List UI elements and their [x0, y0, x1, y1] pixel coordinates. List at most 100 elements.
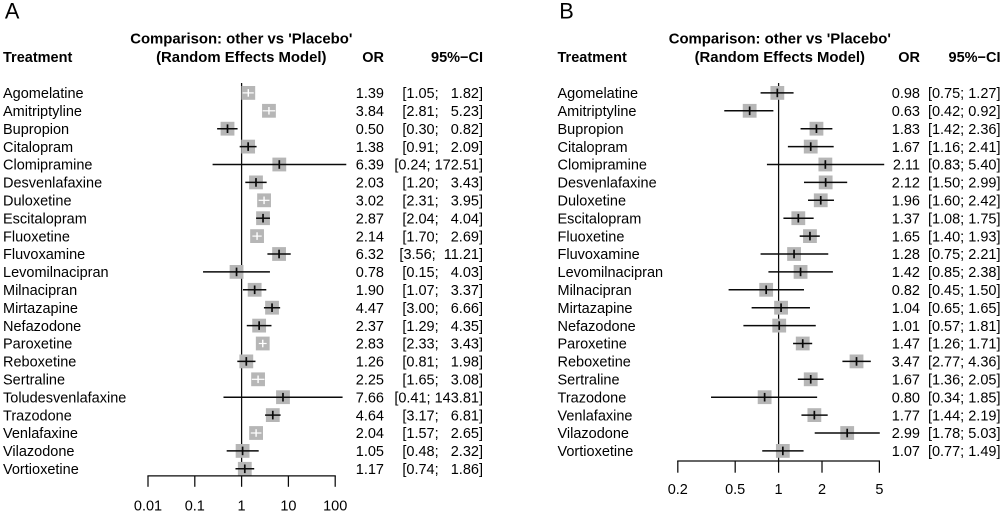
svg-text:1.38: 1.38 — [356, 140, 384, 156]
svg-text:[0.77; 1.49]: [0.77; 1.49] — [928, 444, 1001, 460]
svg-text:[0.91; 2.09]: [0.91; 2.09] — [402, 140, 483, 156]
svg-text:1.39: 1.39 — [356, 86, 384, 102]
svg-text:95%−CI: 95%−CI — [431, 50, 483, 66]
svg-text:[2.04; 4.04]: [2.04; 4.04] — [402, 211, 483, 227]
svg-text:Bupropion: Bupropion — [558, 122, 624, 138]
svg-text:0.82: 0.82 — [892, 283, 920, 299]
svg-text:Venlafaxine: Venlafaxine — [558, 408, 633, 424]
svg-text:[1.05; 1.82]: [1.05; 1.82] — [402, 86, 483, 102]
svg-text:2.14: 2.14 — [356, 229, 384, 245]
svg-text:[1.57; 2.65]: [1.57; 2.65] — [402, 426, 483, 442]
svg-text:Vilazodone: Vilazodone — [3, 444, 75, 460]
svg-text:2.87: 2.87 — [356, 211, 384, 227]
svg-text:[1.70; 2.69]: [1.70; 2.69] — [402, 229, 483, 245]
svg-text:Amitriptyline: Amitriptyline — [3, 104, 82, 120]
svg-text:[2.31; 3.95]: [2.31; 3.95] — [402, 194, 483, 210]
svg-text:Nefazodone: Nefazodone — [3, 319, 81, 335]
svg-text:[2.33; 3.43]: [2.33; 3.43] — [402, 337, 483, 353]
svg-text:[1.78; 5.03]: [1.78; 5.03] — [928, 426, 1001, 442]
svg-text:[0.45; 1.50]: [0.45; 1.50] — [928, 283, 1001, 299]
svg-text:1.28: 1.28 — [892, 247, 920, 263]
svg-text:0.78: 0.78 — [356, 265, 384, 281]
svg-text:6.39: 6.39 — [356, 158, 384, 174]
svg-text:Duloxetine: Duloxetine — [3, 194, 72, 210]
svg-text:1.47: 1.47 — [892, 337, 920, 353]
svg-text:[1.26; 1.71]: [1.26; 1.71] — [928, 337, 1001, 353]
svg-text:[2.77; 4.36]: [2.77; 4.36] — [928, 355, 1001, 371]
svg-text:[0.75; 2.21]: [0.75; 2.21] — [928, 247, 1001, 263]
svg-text:Fluvoxamine: Fluvoxamine — [3, 247, 85, 263]
svg-text:3.47: 3.47 — [892, 355, 920, 371]
svg-text:2.11: 2.11 — [893, 158, 920, 174]
svg-text:4.64: 4.64 — [356, 408, 384, 424]
svg-text:Venlafaxine: Venlafaxine — [3, 426, 78, 442]
svg-text:Vortioxetine: Vortioxetine — [558, 444, 634, 460]
svg-text:[0.65; 1.65]: [0.65; 1.65] — [928, 301, 1001, 317]
svg-text:[1.65; 3.08]: [1.65; 3.08] — [402, 373, 483, 389]
svg-text:[1.42; 2.36]: [1.42; 2.36] — [928, 122, 1001, 138]
svg-text:Comparison: other vs 'Placebo': Comparison: other vs 'Placebo' — [130, 32, 352, 48]
svg-text:OR: OR — [898, 50, 920, 66]
svg-text:1.26: 1.26 — [356, 355, 384, 371]
svg-text:Fluoxetine: Fluoxetine — [558, 229, 625, 245]
svg-text:1.07: 1.07 — [892, 444, 920, 460]
svg-text:2.25: 2.25 — [356, 373, 384, 389]
svg-text:A: A — [5, 0, 20, 23]
svg-text:[3.00; 6.66]: [3.00; 6.66] — [402, 301, 483, 317]
svg-text:0.01: 0.01 — [134, 499, 162, 515]
svg-text:Clomipramine: Clomipramine — [3, 158, 92, 174]
svg-text:2.37: 2.37 — [356, 319, 384, 335]
svg-text:Citalopram: Citalopram — [558, 140, 628, 156]
svg-text:95%−CI: 95%−CI — [949, 50, 1001, 66]
svg-text:Fluoxetine: Fluoxetine — [3, 229, 70, 245]
svg-text:Sertraline: Sertraline — [558, 373, 620, 389]
svg-text:Treatment: Treatment — [3, 50, 72, 66]
svg-text:1: 1 — [238, 499, 246, 515]
svg-text:Vilazodone: Vilazodone — [558, 426, 630, 442]
svg-text:5: 5 — [875, 482, 883, 498]
svg-text:1.37: 1.37 — [892, 211, 920, 227]
svg-text:0.2: 0.2 — [668, 482, 688, 498]
svg-text:1.77: 1.77 — [892, 408, 920, 424]
svg-text:[1.29; 4.35]: [1.29; 4.35] — [402, 319, 483, 335]
svg-text:[0.57; 1.81]: [0.57; 1.81] — [928, 319, 1001, 335]
svg-text:0.63: 0.63 — [892, 104, 920, 120]
svg-text:0.5: 0.5 — [725, 482, 745, 498]
svg-text:[3.56; 11.21]: [3.56; 11.21] — [399, 247, 483, 263]
svg-text:Mirtazapine: Mirtazapine — [3, 301, 78, 317]
svg-text:Agomelatine: Agomelatine — [3, 86, 84, 102]
svg-text:3.84: 3.84 — [356, 104, 384, 120]
svg-text:Treatment: Treatment — [558, 50, 627, 66]
svg-text:Clomipramine: Clomipramine — [558, 158, 647, 174]
svg-text:B: B — [559, 0, 574, 23]
svg-text:[0.74; 1.86]: [0.74; 1.86] — [402, 462, 483, 478]
svg-text:Reboxetine: Reboxetine — [3, 355, 76, 371]
svg-text:(Random Effects Model): (Random Effects Model) — [156, 50, 326, 66]
svg-text:2.03: 2.03 — [356, 176, 384, 192]
svg-text:[0.75; 1.27]: [0.75; 1.27] — [928, 86, 1001, 102]
svg-text:2.83: 2.83 — [356, 337, 384, 353]
svg-text:Comparison: other vs 'Placebo': Comparison: other vs 'Placebo' — [669, 32, 891, 48]
svg-text:[1.16; 2.41]: [1.16; 2.41] — [928, 140, 1001, 156]
svg-text:Citalopram: Citalopram — [3, 140, 73, 156]
svg-text:Sertraline: Sertraline — [3, 373, 65, 389]
svg-text:[2.81; 5.23]: [2.81; 5.23] — [402, 104, 483, 120]
svg-text:Duloxetine: Duloxetine — [558, 194, 627, 210]
svg-text:2.99: 2.99 — [892, 426, 920, 442]
svg-text:Desvenlafaxine: Desvenlafaxine — [558, 176, 657, 192]
svg-text:Agomelatine: Agomelatine — [558, 86, 639, 102]
svg-text:Trazodone: Trazodone — [3, 408, 72, 424]
svg-text:1.67: 1.67 — [892, 140, 920, 156]
svg-text:Reboxetine: Reboxetine — [558, 355, 631, 371]
svg-text:0.98: 0.98 — [892, 86, 920, 102]
svg-text:2: 2 — [818, 482, 826, 498]
svg-text:0.1: 0.1 — [185, 499, 205, 515]
svg-text:1.42: 1.42 — [892, 265, 920, 281]
svg-text:1.17: 1.17 — [356, 462, 384, 478]
svg-text:10: 10 — [280, 499, 296, 515]
svg-text:1.05: 1.05 — [356, 444, 384, 460]
svg-text:1.96: 1.96 — [892, 194, 920, 210]
svg-text:[0.34; 1.85]: [0.34; 1.85] — [928, 390, 1001, 406]
svg-text:[1.44; 2.19]: [1.44; 2.19] — [928, 408, 1001, 424]
svg-text:1.04: 1.04 — [892, 301, 920, 317]
